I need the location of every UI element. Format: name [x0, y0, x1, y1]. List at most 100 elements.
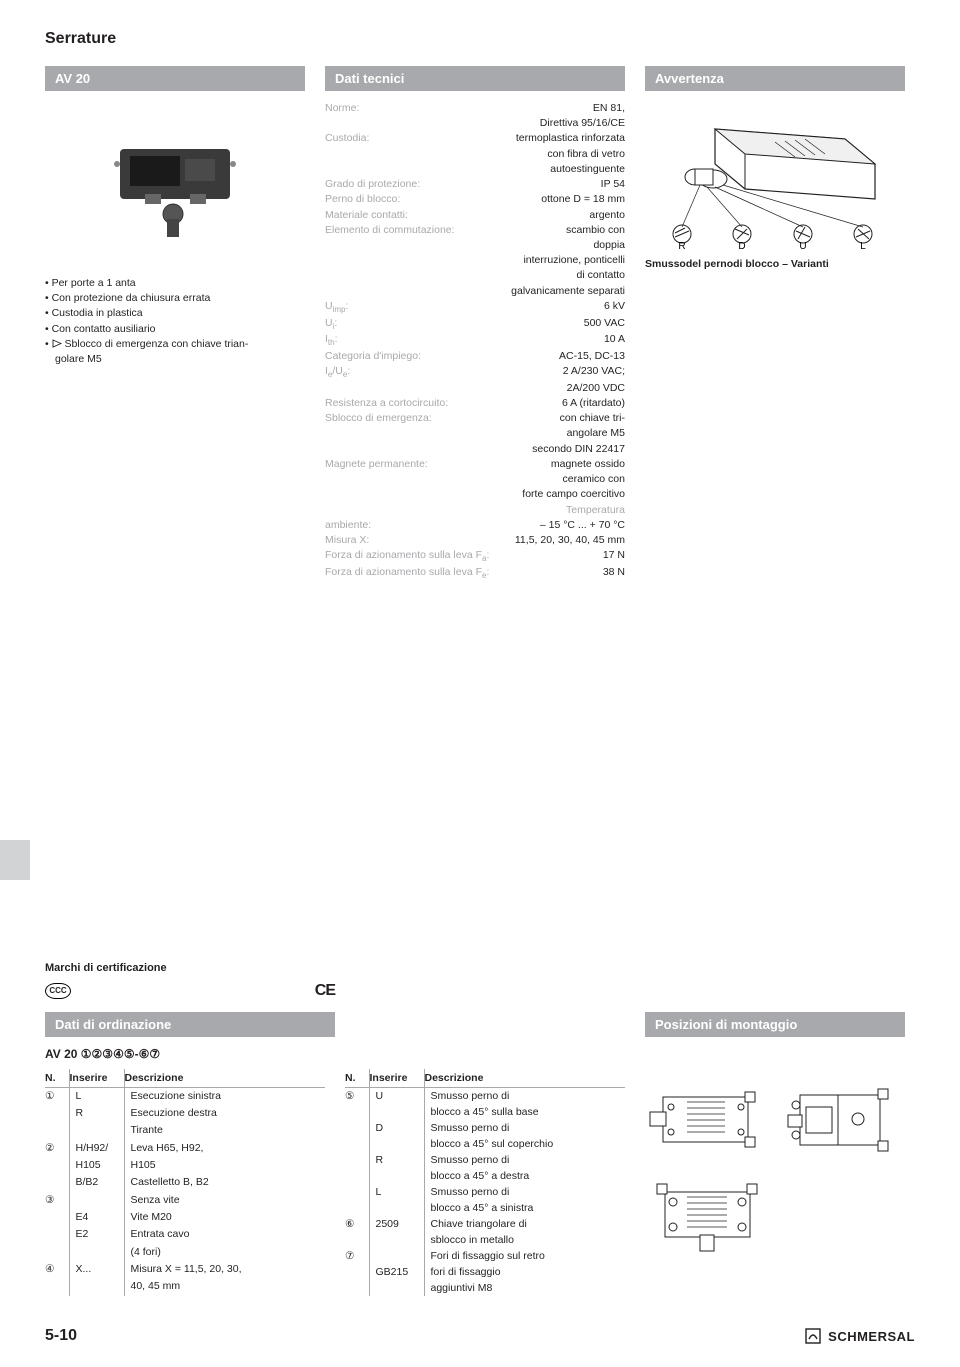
spec-label: Norme: — [325, 101, 363, 116]
spec-row: Ie/Ue:2 A/230 VAC; — [325, 364, 625, 381]
spec-row: Materiale contatti:argento — [325, 208, 625, 223]
spec-row: Grado di protezione:IP 54 — [325, 177, 625, 192]
cell-ins — [69, 1122, 124, 1139]
spec-row: Elemento di commutazione:scambio con — [325, 223, 625, 238]
footer: 5-10 SCHMERSAL — [45, 1327, 915, 1345]
cell-desc: aggiuntivi M8 — [424, 1280, 625, 1296]
side-tab — [0, 840, 30, 880]
order-section: Dati di ordinazione AV 20 ①②③④⑤-⑥⑦ N. In… — [45, 1012, 625, 1296]
cell-ins — [369, 1248, 424, 1264]
spec-label: Grado di protezione: — [325, 177, 424, 192]
cell-ins — [69, 1278, 124, 1295]
variant-label-l: L — [860, 241, 866, 249]
spec-value: EN 81, — [363, 101, 625, 116]
bullet-item-triangle: Sblocco di emergenza con chiave trian- — [45, 337, 305, 352]
spec-label: Categoria d'impiego: — [325, 349, 425, 364]
cell-n — [345, 1120, 369, 1136]
table-row: B/B2Castelletto B, B2 — [45, 1174, 325, 1191]
spec-value: magnete ossido — [432, 457, 625, 472]
cell-n — [345, 1104, 369, 1120]
spec-value: interruzione, ponticelli — [329, 253, 625, 268]
table-row: ④X...Misura X = 11,5, 20, 30, — [45, 1261, 325, 1278]
mount-drawing-3 — [645, 1170, 770, 1260]
cell-ins — [369, 1136, 424, 1152]
spec-row: forte campo coercitivo — [325, 487, 625, 502]
cell-desc: Chiave triangolare di — [424, 1216, 625, 1232]
spec-value: AC-15, DC-13 — [425, 349, 625, 364]
page-number: 5-10 — [45, 1327, 77, 1345]
table-row: RSmusso perno di — [345, 1152, 625, 1168]
section-header-av20: AV 20 — [45, 66, 305, 91]
cell-ins: H105 — [69, 1157, 124, 1174]
spec-row: Resistenza a cortocircuito:6 A (ritardat… — [325, 396, 625, 411]
spec-row: Sblocco di emergenza:con chiave tri- — [325, 411, 625, 426]
cell-n — [345, 1232, 369, 1248]
spec-label: ambiente: — [325, 518, 375, 533]
cell-n — [45, 1157, 69, 1174]
spec-value: 2A/200 VDC — [329, 381, 625, 396]
spec-value: 10 A — [342, 332, 625, 347]
spec-label: Magnete permanente: — [325, 457, 432, 472]
cell-n — [345, 1184, 369, 1200]
cell-ins: R — [369, 1152, 424, 1168]
cell-n — [45, 1174, 69, 1191]
spec-row: con fibra di vetro — [325, 147, 625, 162]
cell-ins: D — [369, 1120, 424, 1136]
cell-ins: R — [69, 1105, 124, 1122]
th-n: N. — [345, 1069, 369, 1088]
cell-desc: blocco a 45° a destra — [424, 1168, 625, 1184]
col-mid: Dati tecnici Norme:EN 81,Direttiva 95/16… — [325, 66, 625, 582]
spec-value: 6 kV — [352, 299, 625, 314]
cell-n — [345, 1264, 369, 1280]
cell-desc: fori di fissaggio — [424, 1264, 625, 1280]
table-row: E4Vite M20 — [45, 1209, 325, 1226]
mount-drawings — [645, 1047, 905, 1260]
th-desc: Descrizione — [424, 1069, 625, 1088]
cell-ins — [369, 1280, 424, 1296]
cell-ins — [369, 1200, 424, 1216]
spec-row: ceramico con — [325, 472, 625, 487]
table-row: ①LEsecuzione sinistra — [45, 1087, 325, 1105]
logo-text: SCHMERSAL — [828, 1329, 915, 1344]
spec-row: interruzione, ponticelli — [325, 253, 625, 268]
spec-row: Forza di azionamento sulla leva Fa:17 N — [325, 548, 625, 565]
mount-drawing-2 — [778, 1077, 903, 1162]
spec-row: Forza di azionamento sulla leva Fe:38 N — [325, 565, 625, 582]
table-row: ③Senza vite — [45, 1192, 325, 1209]
spec-row: Misura X:11,5, 20, 30, 40, 45 mm — [325, 533, 625, 548]
specs-list: Norme:EN 81,Direttiva 95/16/CECustodia:t… — [325, 101, 625, 503]
bullet-cont: golare M5 — [45, 352, 305, 367]
order-code: AV 20 ①②③④⑤-⑥⑦ — [45, 1047, 625, 1061]
variant-caption: Smussodel pernodi blocco – Varianti — [645, 258, 905, 270]
cell-ins: L — [369, 1184, 424, 1200]
spec-row: autoestinguente — [325, 162, 625, 177]
cell-n: ⑥ — [345, 1216, 369, 1232]
section-header-tech: Dati tecnici — [325, 66, 625, 91]
cell-ins: 2509 — [369, 1216, 424, 1232]
product-image — [45, 101, 305, 276]
spec-label: Misura X: — [325, 533, 373, 548]
cell-n — [345, 1200, 369, 1216]
spec-label: Resistenza a cortocircuito: — [325, 396, 452, 411]
cell-desc: Smusso perno di — [424, 1087, 625, 1104]
spec-label: Ie/Ue: — [325, 364, 354, 381]
col-left: AV 20 Per porte a 1 anta Con protezione … — [45, 66, 305, 582]
cell-desc: (4 fori) — [124, 1244, 325, 1261]
th-n: N. — [45, 1069, 69, 1088]
cell-ins: E2 — [69, 1226, 124, 1243]
spec-value: – 15 °C ... + 70 °C — [375, 518, 625, 533]
spec-value: forte campo coercitivo — [329, 487, 625, 502]
cell-ins — [369, 1104, 424, 1120]
logo-icon — [804, 1327, 822, 1345]
cell-n: ⑤ — [345, 1087, 369, 1104]
cell-n — [45, 1278, 69, 1295]
mount-drawing-1 — [645, 1077, 770, 1162]
spec-label: Ith: — [325, 332, 342, 349]
cert-marks: CCC CE — [45, 982, 335, 1000]
variant-label-r: R — [678, 241, 685, 249]
cell-ins — [369, 1168, 424, 1184]
cell-n — [45, 1209, 69, 1226]
table-row: E2Entrata cavo — [45, 1226, 325, 1243]
ccc-mark-icon: CCC — [45, 983, 71, 999]
variant-drawing: R D U L Smussodel pernodi blocco – Varia… — [645, 101, 905, 270]
